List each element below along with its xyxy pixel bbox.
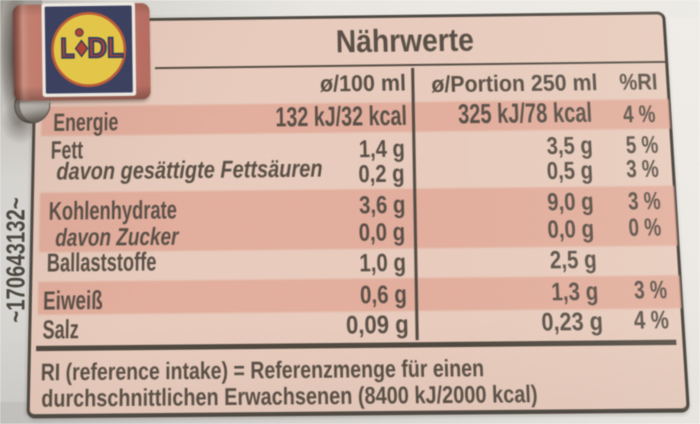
value-salz-ri: 4 % (633, 306, 670, 335)
value-energie-ri: 4 % (622, 101, 657, 129)
lidl-logo-letter-l: L (60, 33, 74, 64)
value-zucker-ri: 0 % (628, 214, 663, 243)
package-code-text: ~170643132~ (0, 197, 31, 323)
column-header-portion: ø/Portion 250 ml (430, 69, 599, 97)
lidl-logo-i-dot (74, 28, 84, 37)
value-fettsaeuren-ri: 3 % (625, 155, 660, 183)
footnote-line1: RI (reference intake) = Referenzmenge fü… (40, 354, 485, 386)
value-energie-portion: 325 kJ/78 kcal (457, 96, 594, 129)
value-zucker-portion: 0,0 g (546, 215, 595, 244)
value-energie-per100: 132 kJ/32 kcal (275, 99, 408, 132)
row-label-salz: Salz (42, 315, 79, 345)
label-title: Nährwerte (335, 21, 475, 59)
row-label-zucker: davon Zucker (54, 223, 179, 252)
column-header-per-100ml: ø/100 ml (319, 69, 407, 97)
value-kohlenhydrate-portion: 9,0 g (546, 188, 595, 217)
value-zucker-per100: 0,0 g (358, 218, 406, 247)
value-kohlenhydrate-ri: 3 % (626, 187, 661, 216)
column-header-ri: %RI (618, 68, 659, 95)
lidl-logo: L DL (41, 2, 137, 97)
value-fettsaeuren-per100: 0,2 g (358, 160, 406, 188)
value-ballaststoffe-per100: 1,0 g (358, 249, 407, 278)
lidl-logo-letters-dl: DL (87, 32, 123, 63)
value-kohlenhydrate-per100: 3,6 g (358, 191, 406, 220)
value-eiweiss-per100: 0,6 g (359, 280, 408, 310)
value-fettsaeuren-portion: 0,5 g (545, 157, 594, 185)
footer-divider (35, 339, 677, 352)
value-eiweiss-portion: 1,3 g (550, 277, 599, 307)
value-ballaststoffe-portion: 2,5 g (549, 246, 598, 275)
value-salz-per100: 0,09 g (345, 311, 410, 340)
value-eiweiss-ri: 3 % (632, 276, 668, 305)
lidl-logo-letters: L DL (59, 28, 125, 65)
value-salz-portion: 0,23 g (541, 308, 604, 337)
row-label-ballaststoffe: Ballaststoffe (46, 248, 157, 278)
row-label-kohlenhydrate: Kohlenhydrate (48, 195, 177, 226)
row-label-eiweiss: Eiweiß (42, 286, 104, 316)
footnote-line2: durchschnittlichen Erwachsenen (8400 kJ/… (40, 380, 538, 413)
lidl-ribbon: L DL (13, 2, 151, 124)
